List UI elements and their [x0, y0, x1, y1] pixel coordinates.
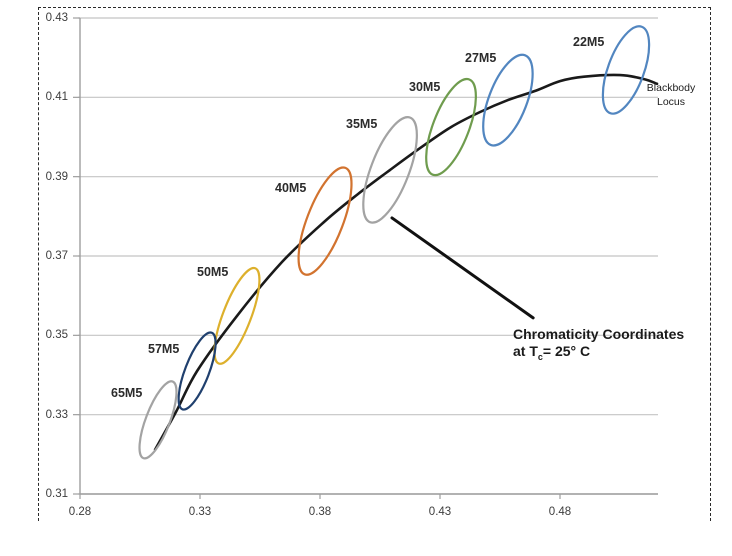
annotation-line2-suffix: = 25° C: [542, 343, 591, 359]
ellipse-label-65M5: 65M5: [111, 386, 143, 400]
blackbody-locus-label-line1: Blackbody: [646, 82, 696, 94]
y-tick-label: 0.31: [45, 488, 68, 500]
macadam-ellipse-27M5: [482, 53, 534, 147]
ellipse-label-27M5: 27M5: [465, 51, 497, 65]
x-tick-label: 0.28: [68, 506, 92, 518]
y-tick-label: 0.43: [45, 11, 68, 24]
annotation-line2-subscript: c: [537, 351, 543, 362]
annotation-leader-line: [390, 216, 535, 320]
y-tick-label: 0.35: [45, 329, 68, 342]
x-tick-label: 0.33: [188, 506, 212, 518]
y-tick-label: 0.37: [45, 250, 68, 262]
ellipse-label-40M5: 40M5: [275, 181, 307, 195]
macadam-ellipse-65M5: [138, 380, 178, 460]
blackbody-locus-curve: [153, 73, 659, 451]
macadam-ellipse-57M5: [177, 331, 217, 411]
annotation-line1: Chromaticity Coordinates: [513, 326, 685, 342]
x-tick-label: 0.43: [428, 506, 452, 518]
chromaticity-annotation: Chromaticity Coordinates at Tc= 25° C: [513, 326, 723, 362]
x-tick-label: 0.48: [548, 506, 572, 518]
macadam-ellipse-40M5: [297, 166, 353, 276]
y-tick-label: 0.33: [45, 408, 68, 421]
annotation-line2-prefix: at T: [513, 343, 538, 359]
ellipse-label-22M5: 22M5: [573, 35, 605, 49]
blackbody-locus-label-line2: Locus: [656, 96, 686, 108]
annotation-line2: at Tc= 25° C: [513, 343, 723, 362]
ellipse-label-50M5: 50M5: [197, 265, 229, 279]
macadam-ellipse-30M5: [425, 77, 477, 177]
blackbody-locus-label: Blackbody Locus: [638, 81, 704, 109]
ellipse-label-30M5: 30M5: [409, 80, 441, 94]
macadam-ellipse-50M5: [213, 266, 261, 365]
ellipse-label-57M5: 57M5: [148, 342, 180, 356]
macadam-ellipse-22M5: [601, 25, 651, 115]
x-tick-label: 0.38: [308, 506, 332, 518]
y-tick-label: 0.39: [45, 170, 68, 183]
macadam-ellipse-35M5: [362, 116, 418, 224]
ellipse-label-35M5: 35M5: [346, 117, 378, 131]
y-tick-label: 0.41: [45, 91, 68, 104]
